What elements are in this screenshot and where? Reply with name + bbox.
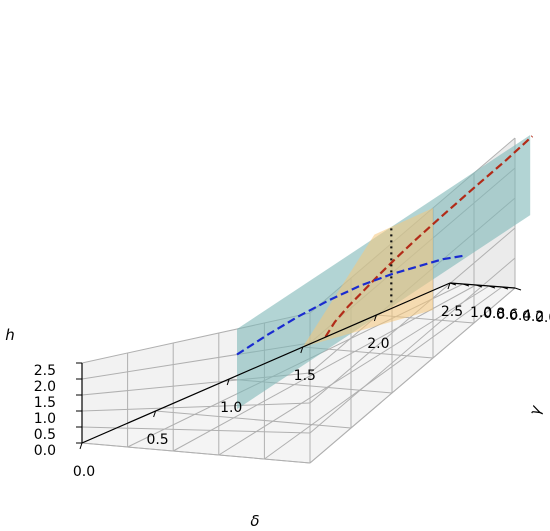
y-axis-label: γ — [525, 403, 545, 417]
x-tick-mark — [153, 410, 157, 418]
x-tick-mark — [373, 314, 377, 322]
x-tick-mark — [447, 282, 451, 290]
y-tick-mark — [449, 282, 457, 286]
axis-lines — [81, 282, 516, 444]
y-tick-label: 0.4 — [509, 308, 531, 324]
z-tick-label: 1.5 — [34, 395, 56, 411]
z-tick-label: 1.0 — [34, 411, 56, 427]
back-grid-line — [309, 257, 516, 434]
x-tick-label: 1.0 — [220, 400, 242, 416]
x-tick-label: 0.0 — [73, 464, 95, 480]
back-grid-line — [309, 287, 516, 464]
y-tick-label: 0.0 — [535, 310, 550, 326]
constant-delta-plane — [302, 208, 433, 347]
floor-grid-line — [218, 285, 490, 456]
z-tick-label: 0.0 — [34, 443, 56, 459]
z-tick-label: 2.0 — [34, 379, 56, 395]
floor-grid-line — [172, 284, 477, 452]
x-tick-label: 1.5 — [294, 368, 316, 384]
side-grid-line — [81, 426, 311, 434]
y-tick-label: 1.0 — [470, 305, 492, 321]
y-tick-mark — [514, 287, 522, 291]
y-axis-line — [449, 282, 516, 289]
side-grid-line — [81, 442, 311, 464]
floor-pane — [82, 283, 515, 463]
z-tick-label: 0.5 — [34, 427, 56, 443]
y-tick-mark — [501, 286, 509, 290]
z-axis-label: h — [5, 326, 15, 344]
x-axis-label: δ — [250, 512, 259, 530]
series-line-1 — [236, 254, 464, 356]
y-tick-mark — [488, 285, 496, 289]
y-tick-mark — [475, 284, 483, 288]
y-tick-label: 0.8 — [483, 306, 505, 322]
data-series — [236, 135, 534, 356]
x-tick-label: 0.5 — [146, 432, 168, 448]
tick-labels: 0.00.51.01.52.02.50.00.20.40.60.81.00.00… — [34, 282, 550, 480]
y-tick-label: 0.2 — [522, 309, 544, 325]
y-tick-mark — [462, 283, 470, 287]
x-tick-label: 2.0 — [367, 336, 389, 352]
x-tick-mark — [226, 378, 230, 386]
x-tick-label: 2.5 — [441, 304, 463, 320]
z-tick-label: 2.5 — [34, 363, 56, 379]
side-grid-line — [81, 402, 311, 412]
floor-grid-line — [264, 286, 503, 460]
x-tick-mark — [79, 442, 83, 450]
y-tick-label: 0.6 — [496, 307, 518, 323]
x-tick-mark — [300, 346, 304, 354]
x-axis-line — [81, 282, 451, 444]
series-line-0 — [324, 135, 534, 338]
